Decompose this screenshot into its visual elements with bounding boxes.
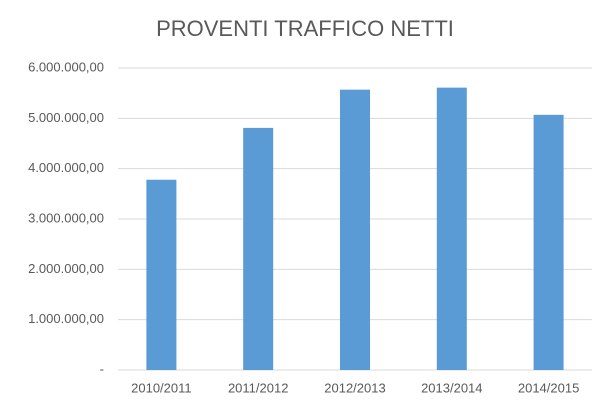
y-tick-label: 2.000.000,00 <box>28 261 104 276</box>
bar <box>146 179 177 370</box>
bar <box>243 127 274 370</box>
y-tick-label: 6.000.000,00 <box>28 59 104 74</box>
x-tick-label: 2014/2015 <box>518 380 579 395</box>
y-tick-label: 1.000.000,00 <box>28 311 104 326</box>
x-tick-label: 2013/2014 <box>421 380 482 395</box>
y-tick-label: 4.000.000,00 <box>28 160 104 175</box>
bar <box>533 114 564 370</box>
y-tick-label: - <box>100 361 104 376</box>
chart-title: PROVENTI TRAFFICO NETTI <box>156 16 454 41</box>
x-tick-label: 2012/2013 <box>324 380 385 395</box>
bar <box>436 87 467 370</box>
x-tick-label: 2010/2011 <box>131 380 192 395</box>
y-tick-label: 5.000.000,00 <box>28 110 104 125</box>
x-tick-label: 2011/2012 <box>228 380 289 395</box>
bar <box>340 89 370 370</box>
y-tick-label: 3.000.000,00 <box>28 210 104 225</box>
